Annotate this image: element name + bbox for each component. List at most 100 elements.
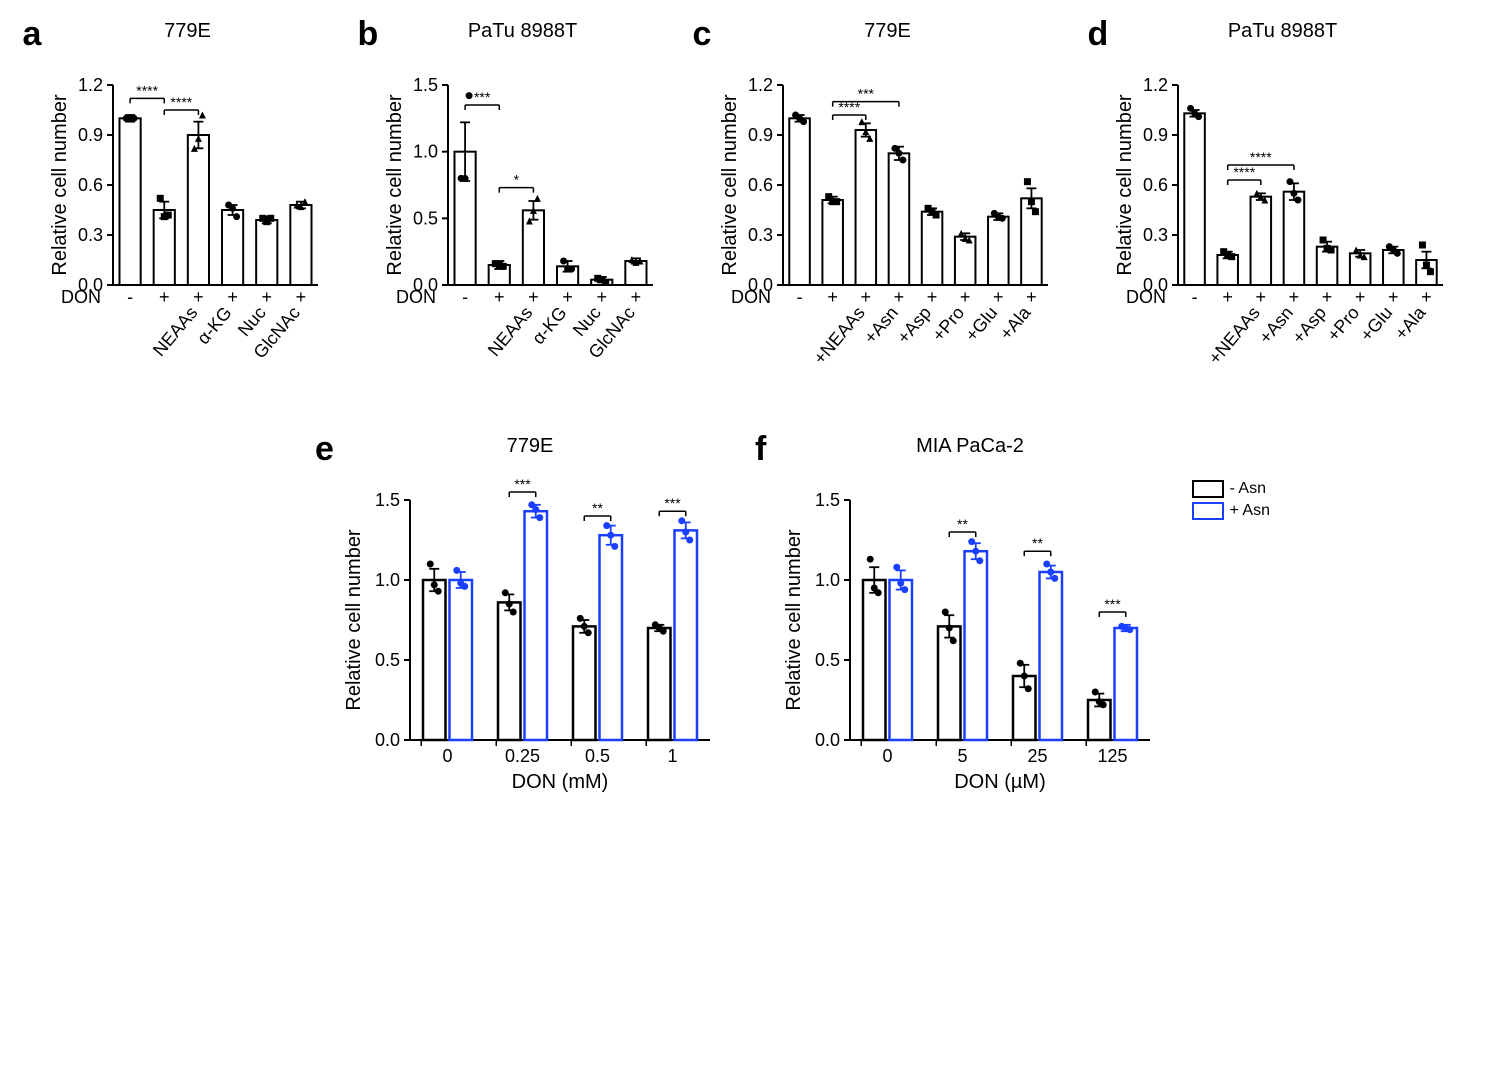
svg-text:1: 1 — [667, 746, 677, 766]
svg-text:DON: DON — [1126, 287, 1166, 307]
svg-text:+: + — [1421, 287, 1432, 307]
chart-e: 0.00.51.01.5Relative cell number00.250.5… — [340, 460, 720, 810]
svg-text:+: + — [596, 287, 607, 307]
svg-text:+Ala: +Ala — [1390, 302, 1429, 344]
svg-text:****: **** — [170, 94, 192, 110]
svg-text:+: + — [1354, 287, 1365, 307]
svg-text:Relative cell number: Relative cell number — [783, 529, 805, 711]
svg-text:5: 5 — [957, 746, 967, 766]
svg-text:Relative cell number: Relative cell number — [1114, 94, 1136, 276]
svg-text:+: + — [295, 287, 306, 307]
svg-text:+: + — [1255, 287, 1266, 307]
svg-text:Relative cell number: Relative cell number — [719, 94, 741, 276]
svg-text:***: *** — [664, 495, 681, 511]
chart-title-e: 779E — [340, 435, 720, 458]
svg-text:+Asp: +Asp — [1288, 303, 1330, 348]
svg-text:+: + — [926, 287, 937, 307]
svg-text:+: + — [1222, 287, 1233, 307]
svg-text:+: + — [1388, 287, 1399, 307]
svg-text:**: ** — [592, 500, 603, 516]
panel-label-c: c — [693, 15, 712, 54]
svg-text:+Ala: +Ala — [995, 302, 1034, 344]
svg-text:+: + — [562, 287, 573, 307]
svg-text:+: + — [227, 287, 238, 307]
svg-text:1.0: 1.0 — [815, 570, 840, 590]
chart-f: 0.00.51.01.5Relative cell number0525125*… — [780, 460, 1160, 810]
svg-text:1.0: 1.0 — [412, 142, 437, 162]
svg-text:DON: DON — [61, 287, 101, 307]
svg-text:****: **** — [1233, 164, 1255, 180]
panel-a: a779E0.00.30.60.91.2Relative cell number… — [48, 20, 328, 395]
bottom-row: e779E0.00.51.01.5Relative cell number00.… — [20, 435, 1480, 810]
svg-text:+Asp: +Asp — [893, 303, 935, 348]
svg-text:125: 125 — [1097, 746, 1127, 766]
svg-text:0.6: 0.6 — [747, 175, 772, 195]
legend-f: - Asn + Asn — [1192, 480, 1270, 524]
svg-text:α-KG: α-KG — [528, 303, 571, 348]
svg-text:+: + — [993, 287, 1004, 307]
svg-text:0.5: 0.5 — [815, 650, 840, 670]
svg-text:0.0: 0.0 — [815, 730, 840, 750]
svg-text:DON: DON — [731, 287, 771, 307]
svg-text:0.9: 0.9 — [1142, 125, 1167, 145]
svg-text:+Pro: +Pro — [928, 303, 968, 345]
svg-text:+Glu: +Glu — [1356, 303, 1396, 345]
svg-text:****: **** — [136, 82, 158, 98]
svg-text:0: 0 — [442, 746, 452, 766]
svg-text:-: - — [127, 287, 133, 307]
svg-text:α-KG: α-KG — [193, 303, 236, 348]
svg-text:+: + — [1288, 287, 1299, 307]
chart-a: 0.00.30.60.91.2Relative cell number*****… — [48, 45, 328, 395]
svg-text:Relative cell number: Relative cell number — [384, 94, 406, 276]
svg-text:0.6: 0.6 — [77, 175, 102, 195]
svg-text:-: - — [1191, 287, 1197, 307]
svg-text:+Asn: +Asn — [1254, 303, 1296, 348]
panel-label-b: b — [358, 15, 379, 54]
svg-text:-: - — [796, 287, 802, 307]
chart-d: 0.00.30.60.91.2Relative cell number*****… — [1113, 45, 1453, 395]
svg-text:0.3: 0.3 — [77, 225, 102, 245]
panel-f: fMIA PaCa-20.00.51.01.5Relative cell num… — [780, 435, 1160, 810]
chart-title-c: 779E — [718, 20, 1058, 43]
svg-text:+: + — [493, 287, 504, 307]
chart-c: 0.00.30.60.91.2Relative cell number*****… — [718, 45, 1058, 395]
svg-text:+: + — [528, 287, 539, 307]
svg-text:+: + — [827, 287, 838, 307]
svg-text:**: ** — [957, 516, 968, 532]
svg-text:+: + — [1026, 287, 1037, 307]
chart-title-a: 779E — [48, 20, 328, 43]
top-row: a779E0.00.30.60.91.2Relative cell number… — [20, 20, 1480, 395]
svg-text:1.2: 1.2 — [747, 75, 772, 95]
svg-text:+: + — [860, 287, 871, 307]
svg-text:NEAAs: NEAAs — [483, 303, 536, 360]
svg-text:+: + — [630, 287, 641, 307]
svg-text:0.3: 0.3 — [1142, 225, 1167, 245]
svg-text:0.5: 0.5 — [585, 746, 610, 766]
svg-text:1.5: 1.5 — [412, 75, 437, 95]
chart-title-d: PaTu 8988T — [1113, 20, 1453, 43]
svg-text:0.3: 0.3 — [747, 225, 772, 245]
svg-text:+: + — [893, 287, 904, 307]
chart-title-f: MIA PaCa-2 — [780, 435, 1160, 458]
panel-b: bPaTu 8988T0.00.51.01.5Relative cell num… — [383, 20, 663, 395]
svg-text:0.0: 0.0 — [375, 730, 400, 750]
svg-text:0.5: 0.5 — [375, 650, 400, 670]
svg-text:+: + — [1321, 287, 1332, 307]
panel-label-d: d — [1088, 15, 1109, 54]
svg-text:+: + — [261, 287, 272, 307]
panel-e: e779E0.00.51.01.5Relative cell number00.… — [340, 435, 720, 810]
svg-text:+Asn: +Asn — [859, 303, 901, 348]
svg-text:+: + — [193, 287, 204, 307]
svg-text:25: 25 — [1027, 746, 1047, 766]
svg-text:+Pro: +Pro — [1323, 303, 1363, 345]
svg-text:1.5: 1.5 — [375, 490, 400, 510]
svg-text:+: + — [959, 287, 970, 307]
svg-text:***: *** — [1104, 596, 1121, 612]
svg-text:***: *** — [514, 476, 531, 492]
chart-title-b: PaTu 8988T — [383, 20, 663, 43]
svg-text:Relative cell number: Relative cell number — [49, 94, 71, 276]
svg-text:0.9: 0.9 — [77, 125, 102, 145]
svg-text:***: *** — [857, 86, 874, 102]
svg-text:****: **** — [1249, 149, 1271, 165]
svg-text:+Glu: +Glu — [961, 303, 1001, 345]
